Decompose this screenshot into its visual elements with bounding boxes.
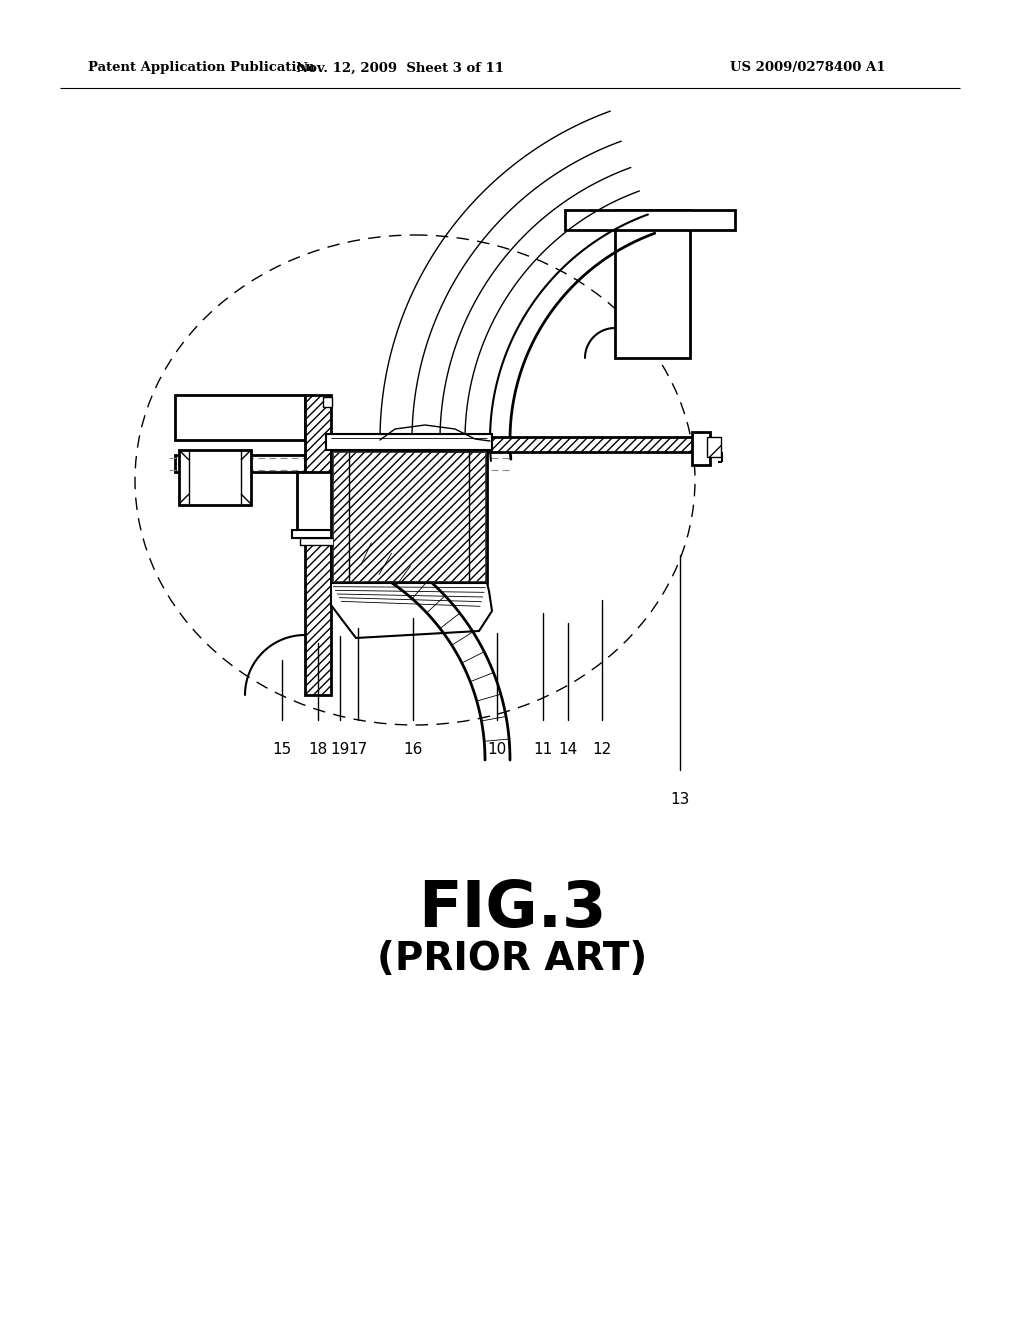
Text: 10: 10 <box>487 742 507 756</box>
Text: 19: 19 <box>331 742 349 756</box>
Bar <box>323 397 332 407</box>
Bar <box>179 450 251 506</box>
Bar <box>297 473 337 531</box>
Polygon shape <box>331 583 492 638</box>
Text: 16: 16 <box>403 742 423 756</box>
Text: Nov. 12, 2009  Sheet 3 of 11: Nov. 12, 2009 Sheet 3 of 11 <box>296 62 504 74</box>
Text: US 2009/0278400 A1: US 2009/0278400 A1 <box>730 62 886 74</box>
Bar <box>337 477 345 510</box>
Text: 11: 11 <box>534 742 553 756</box>
Text: 18: 18 <box>308 742 328 756</box>
Bar <box>331 450 487 583</box>
Text: FIG.3: FIG.3 <box>418 878 606 940</box>
Bar <box>333 451 485 581</box>
Bar <box>305 395 331 696</box>
Bar <box>707 437 721 457</box>
Bar <box>565 210 735 230</box>
Text: 13: 13 <box>671 792 690 807</box>
Bar <box>331 437 710 451</box>
Bar <box>300 539 334 545</box>
Bar <box>292 531 342 539</box>
Bar <box>615 210 690 358</box>
Bar <box>326 434 492 450</box>
Bar <box>175 395 305 440</box>
Bar <box>692 432 710 465</box>
Text: 12: 12 <box>592 742 611 756</box>
Text: Patent Application Publication: Patent Application Publication <box>88 62 314 74</box>
Text: 15: 15 <box>272 742 292 756</box>
Bar <box>175 455 305 473</box>
Text: (PRIOR ART): (PRIOR ART) <box>377 940 647 978</box>
Text: 17: 17 <box>348 742 368 756</box>
Text: 14: 14 <box>558 742 578 756</box>
